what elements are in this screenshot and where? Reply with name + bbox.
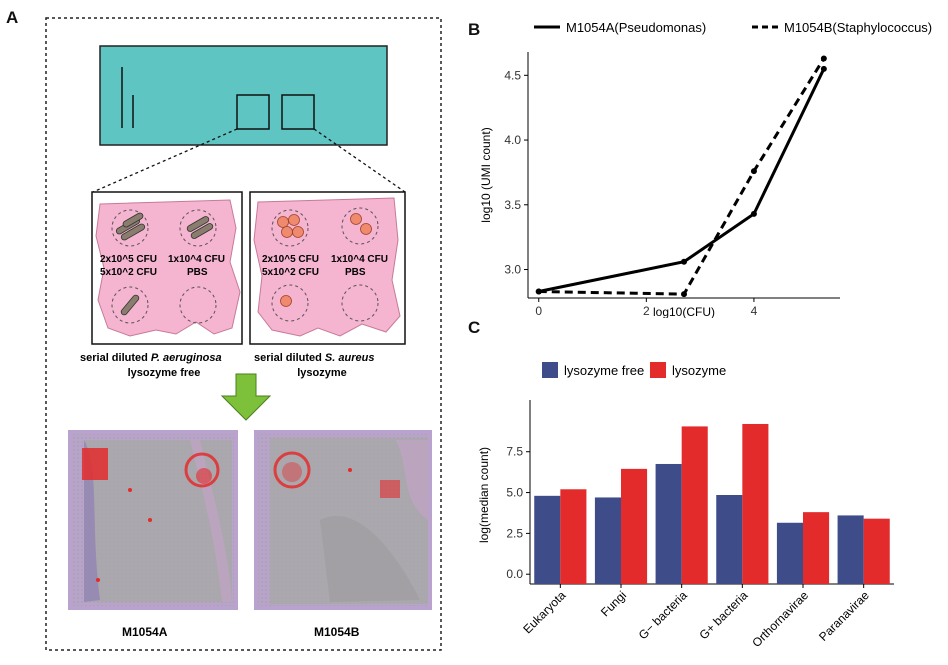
sample-label-left: M1054A bbox=[122, 625, 168, 639]
bar bbox=[716, 495, 743, 584]
capture-area-left bbox=[236, 94, 270, 130]
bar bbox=[621, 468, 648, 584]
tissue-image-right bbox=[254, 430, 432, 610]
data-point bbox=[681, 291, 687, 298]
well-label: 2x10^5 CFU bbox=[100, 254, 157, 265]
panel-label-b: B bbox=[468, 20, 481, 39]
y-tick-label: 7.5 bbox=[506, 445, 523, 459]
bar bbox=[534, 495, 561, 584]
data-point bbox=[681, 258, 687, 265]
panel-a-frame bbox=[45, 17, 442, 651]
chart-c-bars bbox=[534, 423, 890, 584]
panel-label-a: A bbox=[6, 8, 19, 27]
chart-b-series bbox=[535, 55, 827, 298]
y-tick-label: 4.0 bbox=[504, 133, 521, 147]
rod-bacteria bbox=[115, 212, 214, 316]
caption-left-line2: lysozyme free bbox=[128, 367, 201, 379]
x-tick-label: Orthornavirae bbox=[749, 588, 811, 650]
well-label: 2x10^5 CFU bbox=[262, 254, 319, 265]
sample-label-right: M1054B bbox=[314, 625, 360, 639]
data-point bbox=[750, 210, 757, 217]
y-tick-label: 4.5 bbox=[504, 68, 521, 82]
bar bbox=[776, 522, 803, 584]
well-label: 5x10^2 CFU bbox=[262, 267, 319, 278]
bar bbox=[837, 515, 864, 584]
zoom-line bbox=[92, 128, 238, 193]
tissue-box-left: 2x10^5 CFU 1x10^4 CFU 5x10^2 CFU PBS bbox=[91, 191, 243, 345]
panel-label-c: C bbox=[468, 318, 481, 337]
well-label: 1x10^4 CFU bbox=[331, 254, 388, 265]
series-line bbox=[538, 68, 826, 293]
y-axis-title: log(median count) bbox=[477, 447, 491, 543]
x-tick-label: Paranavirae bbox=[816, 588, 872, 644]
down-arrow-icon bbox=[220, 373, 272, 421]
bar bbox=[594, 497, 621, 584]
well-label: 1x10^4 CFU bbox=[168, 254, 225, 265]
chart-b-legend: M1054A(Pseudomonas) M1054B(Staphylococcus… bbox=[534, 20, 932, 35]
data-point bbox=[820, 65, 827, 72]
legend-swatch bbox=[542, 362, 558, 378]
legend-label: M1054A(Pseudomonas) bbox=[566, 20, 706, 35]
schematic-panel: 2x10^5 CFU 1x10^4 CFU 5x10^2 CFU PBS 2x1… bbox=[45, 17, 442, 651]
well-label: 5x10^2 CFU bbox=[100, 267, 157, 278]
series-line bbox=[538, 57, 826, 296]
y-tick-label: 5.0 bbox=[506, 486, 523, 500]
bar bbox=[560, 489, 587, 584]
capture-area-right bbox=[281, 94, 315, 130]
bar-chart: lysozyme free lysozyme 0.0 2.5 5.0 7.5 log(me… bbox=[477, 362, 894, 650]
data-point bbox=[750, 168, 757, 175]
x-tick-label: 2 bbox=[643, 304, 650, 318]
caption-left-line1: serial diluted P. aeruginosa bbox=[80, 352, 222, 364]
y-axis-title: log10 (UMI count) bbox=[479, 127, 493, 222]
data-point bbox=[535, 288, 542, 295]
legend-label: lysozyme free bbox=[564, 363, 644, 378]
y-tick-label: 3.0 bbox=[504, 263, 521, 277]
x-tick-label: Eukaryota bbox=[520, 588, 568, 636]
well-label: PBS bbox=[187, 267, 208, 278]
tissue-box-right: 2x10^5 CFU 1x10^4 CFU 5x10^2 CFU PBS bbox=[249, 191, 406, 345]
bar bbox=[655, 463, 682, 584]
x-tick-label: G+ bacteria bbox=[696, 588, 750, 642]
legend-label: M1054B(Staphylococcus) bbox=[784, 20, 932, 35]
y-tick-label: 3.5 bbox=[504, 198, 521, 212]
legend-label: lysozyme bbox=[672, 363, 726, 378]
tissue-image-left bbox=[68, 430, 238, 610]
caption-right-line2: lysozyme bbox=[297, 367, 347, 379]
x-tick-label: G− bacteria bbox=[636, 588, 690, 642]
bar bbox=[742, 423, 769, 584]
y-tick-label: 0.0 bbox=[506, 567, 523, 581]
cocci-bacteria bbox=[277, 213, 372, 307]
x-tick-label: Fungi bbox=[598, 588, 629, 619]
zoom-line bbox=[313, 128, 406, 193]
data-point bbox=[820, 55, 827, 62]
bar bbox=[863, 518, 890, 584]
bar bbox=[803, 512, 830, 584]
x-axis-title: log10(CFU) bbox=[653, 305, 715, 318]
x-tick-label: 0 bbox=[535, 304, 542, 318]
y-tick-label: 2.5 bbox=[506, 526, 523, 540]
legend-swatch bbox=[650, 362, 666, 378]
well-label: PBS bbox=[345, 267, 366, 278]
line-chart: M1054A(Pseudomonas) M1054B(Staphylococcus… bbox=[479, 20, 932, 318]
x-tick-label: 4 bbox=[751, 304, 758, 318]
chart-b-axes: 0 2 4 3.0 3.5 4.0 4.5 log10(CFU) log10 (UMI coun… bbox=[479, 52, 840, 318]
chart-c-legend: lysozyme free lysozyme bbox=[542, 362, 726, 378]
bar bbox=[681, 426, 708, 584]
caption-right-line1: serial diluted S. aureus bbox=[254, 352, 374, 364]
